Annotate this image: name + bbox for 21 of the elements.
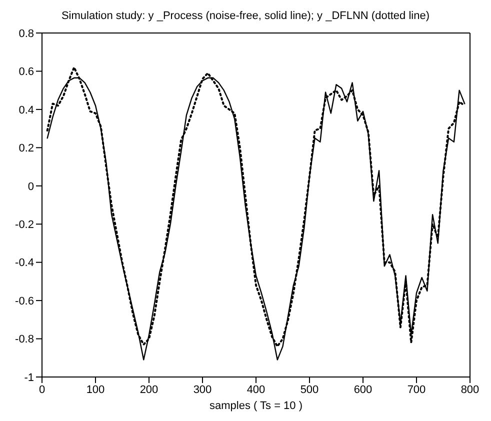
y-tick-label: -0.8 [15, 334, 34, 346]
y-tick-label: 0 [28, 180, 34, 193]
x-tick-label: 0 [38, 384, 46, 396]
x-axis-title: samples ( Ts = 10 ) [209, 400, 303, 412]
x-tick-label: 300 [193, 384, 212, 396]
x-tick-label: 100 [86, 384, 105, 396]
x-tick-label: 400 [246, 384, 266, 396]
chart-title: Simulation study: y _Process (noise-free, solid line); y _DFLNN (dotted line) [60, 9, 431, 24]
x-tick-label: 200 [140, 384, 158, 396]
y-tick-label: -1 [24, 372, 34, 384]
x-tick-label: 600 [354, 384, 372, 396]
y-tick-label: 0.2 [18, 142, 34, 155]
y-tick-label: -0.6 [15, 295, 34, 308]
y-tick-label: 0.6 [18, 66, 34, 78]
x-tick-label: 700 [407, 384, 426, 396]
y-tick-label: -0.2 [15, 219, 34, 232]
y-tick-label: -0.4 [15, 257, 34, 270]
x-tick-label: 800 [460, 384, 480, 396]
y-tick-label: 0.8 [18, 28, 34, 40]
y-tick-label: 0.4 [18, 104, 34, 116]
x-tick-label: 500 [300, 384, 319, 396]
